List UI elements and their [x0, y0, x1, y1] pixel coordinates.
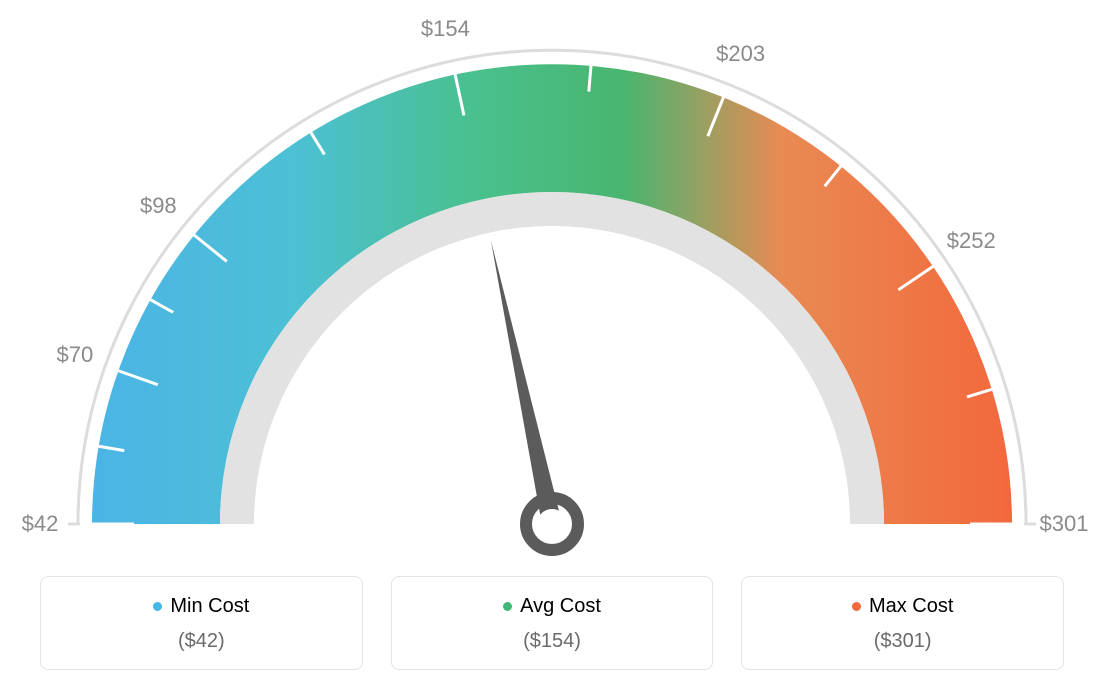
gauge-chart: $42 $70 $98 $154 $203 $252 $301 [0, 0, 1104, 560]
legend-dot-max [852, 602, 861, 611]
gauge-tick-label: $42 [22, 511, 59, 537]
legend-value-min: ($42) [53, 630, 350, 653]
legend-row: Min Cost ($42) Avg Cost ($154) Max Cost … [0, 576, 1104, 670]
legend-value-avg: ($154) [404, 630, 701, 653]
legend-card-max: Max Cost ($301) [741, 576, 1064, 670]
gauge-tick-label: $70 [57, 342, 94, 368]
legend-label-max: Max Cost [869, 595, 953, 618]
legend-card-avg: Avg Cost ($154) [391, 576, 714, 670]
legend-value-max: ($301) [754, 630, 1051, 653]
legend-label-min: Min Cost [170, 595, 249, 618]
gauge-tick-label: $98 [140, 193, 177, 219]
gauge-tick-label: $252 [947, 228, 996, 254]
legend-dot-avg [503, 602, 512, 611]
gauge-svg [0, 34, 1104, 594]
legend-dot-min [153, 602, 162, 611]
gauge-tick-label: $301 [1040, 511, 1089, 537]
gauge-tick-label: $203 [716, 41, 765, 67]
legend-card-min: Min Cost ($42) [40, 576, 363, 670]
gauge-tick-label: $154 [421, 16, 470, 42]
legend-label-avg: Avg Cost [520, 595, 601, 618]
